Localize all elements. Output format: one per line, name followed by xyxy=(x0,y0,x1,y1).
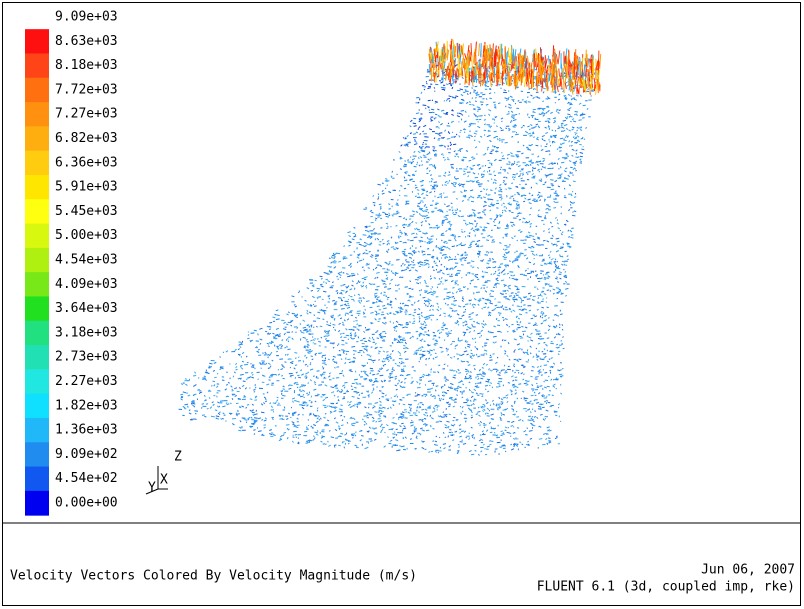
legend-label: 1.82e+03 xyxy=(55,398,118,413)
legend-label: 3.64e+03 xyxy=(55,301,118,316)
legend-swatch xyxy=(25,247,49,273)
legend-label: 7.27e+03 xyxy=(55,107,118,122)
velocity-vectors xyxy=(428,44,599,94)
legend-label: 4.54e+03 xyxy=(55,253,118,268)
axis-z: Z xyxy=(174,450,182,465)
legend-swatch xyxy=(25,126,49,152)
legend-label: 6.36e+03 xyxy=(55,155,118,170)
legend-label: 5.45e+03 xyxy=(55,204,118,219)
legend-label: 3.18e+03 xyxy=(55,325,118,340)
legend-swatch xyxy=(25,223,49,249)
legend-swatch xyxy=(25,369,49,395)
vector-field xyxy=(178,38,602,456)
legend-swatch xyxy=(25,29,49,54)
legend-swatch xyxy=(25,150,49,176)
velocity-vectors xyxy=(178,62,591,456)
footer-date: Jun 06, 2007 xyxy=(701,563,795,578)
legend-swatch xyxy=(25,53,49,79)
legend-label: 6.82e+03 xyxy=(55,131,118,146)
legend-label: 8.63e+03 xyxy=(55,34,118,49)
legend-swatch xyxy=(25,320,49,346)
legend-swatch xyxy=(25,393,49,419)
legend-label: 5.91e+03 xyxy=(55,180,118,195)
legend-label: 5.00e+03 xyxy=(55,228,118,243)
legend-label: 9.09e+02 xyxy=(55,447,118,462)
legend-label: 0.00e+00 xyxy=(55,496,118,511)
legend-swatch xyxy=(25,272,49,297)
footer-version: FLUENT 6.1 (3d, coupled imp, rke) xyxy=(537,580,795,595)
footer-title: Velocity Vectors Colored By Velocity Mag… xyxy=(10,569,417,584)
legend-label: 1.36e+03 xyxy=(55,423,118,438)
legend-swatch xyxy=(25,102,49,127)
legend-swatch xyxy=(25,490,49,516)
legend-label: 4.09e+03 xyxy=(55,277,118,292)
legend-swatch xyxy=(25,442,49,468)
velocity-vectors xyxy=(182,60,595,453)
color-legend: 9.09e+03 8.63e+03 8.18e+03 7.72e+03 7.27e+03… xyxy=(25,10,118,516)
legend-label: 9.09e+03 xyxy=(55,10,118,25)
velocity-vectors xyxy=(180,60,595,456)
axis-y: Y xyxy=(148,481,156,496)
legend-label: 2.27e+03 xyxy=(55,374,118,389)
legend-label: 8.18e+03 xyxy=(55,58,118,73)
legend-swatch xyxy=(25,345,49,370)
legend-swatch xyxy=(25,199,49,225)
triad-y xyxy=(145,488,159,495)
legend-swatch xyxy=(25,77,49,103)
legend-swatch xyxy=(25,466,49,492)
legend-label: 2.73e+03 xyxy=(55,350,118,365)
legend-label: 7.72e+03 xyxy=(55,82,118,97)
legend-swatch xyxy=(25,174,49,200)
axis-x: X xyxy=(160,473,168,488)
legend-swatch xyxy=(25,417,49,443)
legend-swatch xyxy=(25,296,49,322)
legend-label: 4.54e+02 xyxy=(55,471,118,486)
